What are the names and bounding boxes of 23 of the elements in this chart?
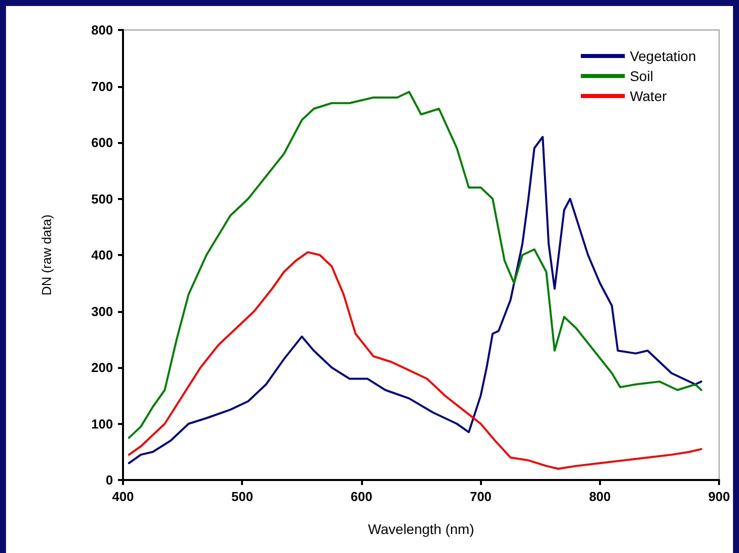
- y-tick-label: 200: [91, 360, 113, 375]
- y-tick-label: 0: [106, 472, 113, 488]
- line-series: [128, 251, 702, 470]
- y-tick-label: 100: [91, 416, 113, 432]
- x-tick-label: 500: [231, 489, 254, 504]
- y-tick-label: 800: [91, 22, 113, 38]
- x-axis-title: Wavelength (nm): [368, 521, 474, 537]
- x-tick-label: 400: [112, 489, 134, 504]
- line-series: [128, 90, 702, 439]
- y-tick-label: 400: [91, 248, 113, 262]
- x-tick-label: 600: [350, 489, 372, 504]
- legend-label: Water: [630, 88, 667, 104]
- y-axis-title: DN (raw data): [39, 214, 54, 296]
- y-tick-label: 600: [91, 135, 113, 150]
- legend-label: Soil: [630, 68, 654, 84]
- line-series: [128, 136, 702, 464]
- x-tick-label: 900: [708, 489, 730, 504]
- y-tick-label: 700: [91, 78, 113, 94]
- y-tick-label: 300: [91, 304, 113, 319]
- legend-label: Vegetation: [630, 48, 696, 64]
- x-tick-label: 700: [470, 489, 492, 504]
- y-tick-label: 500: [91, 191, 113, 206]
- x-tick-label: 800: [589, 489, 611, 504]
